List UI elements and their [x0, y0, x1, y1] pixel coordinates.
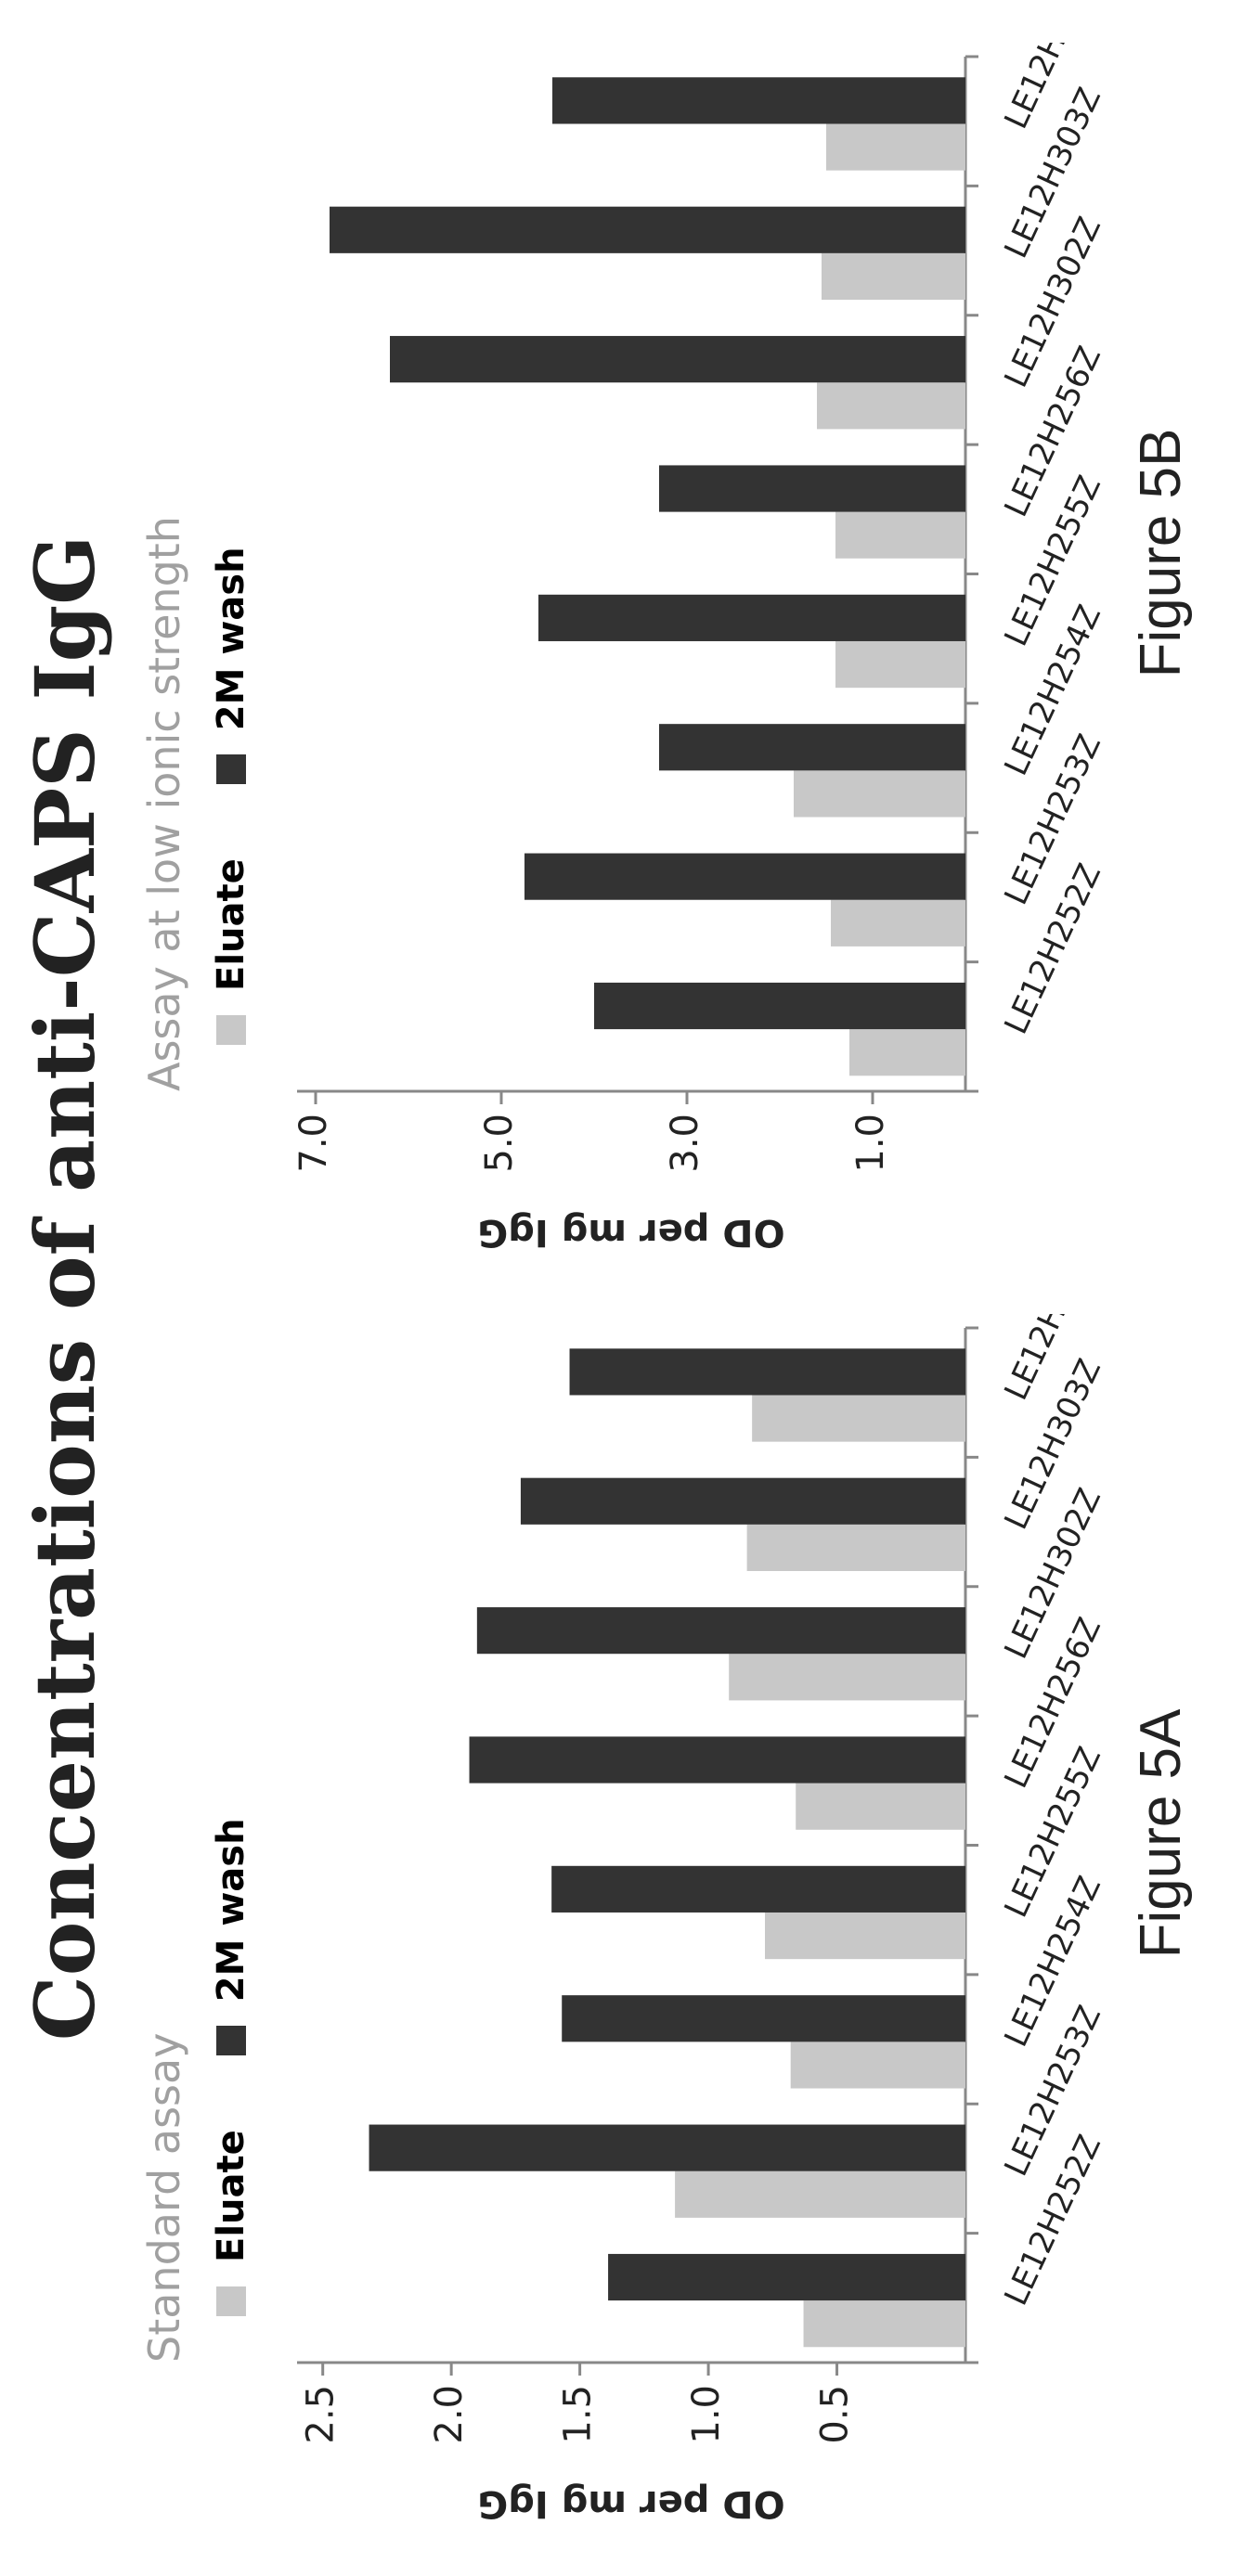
bar-wash: [538, 594, 965, 641]
figure-caption-5b: Figure 5B: [1129, 428, 1193, 678]
bar-eluate: [826, 123, 965, 171]
y-axis-label: OD per mg IgG: [477, 2482, 784, 2525]
chart-panel-5a: OD per mg IgG 2.5 2.0 1.5 1.0 0.5 LE12H252Z LE1…: [139, 1314, 1105, 2539]
bar-wash: [562, 1995, 965, 2042]
bar-wash: [594, 982, 965, 1030]
y-tick-label: 2.0: [428, 2385, 471, 2444]
legend-swatch-eluate: [216, 2286, 246, 2316]
chart-legend: Eluate 2M wash: [210, 1744, 252, 2316]
figure-caption-5a: Figure 5A: [1129, 1708, 1193, 1959]
page-title: Concentrations of anti-CAPS IgG: [17, 535, 113, 2041]
bar-eluate: [822, 252, 965, 301]
bar-eluate: [675, 2170, 965, 2218]
chart-panel-5b: OD per mg IgG 7.0 5.0 3.0 1.0 LE12H252Z LE12H2…: [139, 43, 1105, 1268]
legend-swatch-wash: [216, 754, 246, 785]
y-tick-label: 7.0: [292, 1114, 335, 1173]
bar-eluate: [752, 1395, 966, 1442]
legend-label-wash: 2M wash: [210, 1818, 252, 2003]
bar-wash: [520, 1477, 965, 1525]
chart-subtitle: Standard assay: [139, 2032, 189, 2363]
legend-label-wash: 2M wash: [210, 547, 252, 731]
y-tick-label: 1.0: [849, 1114, 892, 1173]
bar-wash: [608, 2253, 965, 2301]
legend-item-wash: 2M wash: [210, 547, 252, 785]
legend-swatch-wash: [216, 2026, 246, 2056]
bar-eluate: [746, 1524, 965, 1572]
legend-swatch-eluate: [216, 1015, 246, 1045]
y-tick-label: 3.0: [664, 1114, 706, 1173]
bar-wash: [469, 1736, 965, 1784]
legend-item-eluate: Eluate: [210, 858, 252, 1045]
legend-item-eluate: Eluate: [210, 2130, 252, 2316]
bar-wash: [524, 853, 965, 900]
bar-wash: [569, 1348, 965, 1396]
bar-eluate: [835, 511, 965, 559]
bar-wash: [659, 465, 965, 512]
y-tick-label: 1.5: [557, 2385, 600, 2444]
y-axis-label: OD per mg IgG: [477, 1211, 784, 1254]
y-tick-label: 5.0: [478, 1114, 521, 1173]
legend-item-wash: 2M wash: [210, 1818, 252, 2056]
bar-eluate: [817, 382, 965, 430]
bar-eluate: [803, 2300, 965, 2348]
bar-eluate: [729, 1654, 965, 1701]
bar-wash: [551, 1865, 965, 1913]
y-tick-label: 2.5: [300, 2385, 343, 2444]
bar-wash: [330, 206, 965, 253]
chart-subtitle: Assay at low ionic strength: [139, 516, 189, 1091]
legend-label-eluate: Eluate: [210, 2130, 252, 2262]
bar-eluate: [835, 640, 965, 689]
bar-eluate: [765, 1912, 965, 1960]
bar-wash: [476, 1607, 966, 1655]
bar-eluate: [790, 2041, 966, 2089]
y-tick-label: 1.0: [685, 2385, 728, 2444]
bar-eluate: [794, 770, 965, 818]
bar-wash: [552, 77, 965, 124]
legend-label-eluate: Eluate: [210, 858, 252, 991]
bar-wash: [369, 2124, 966, 2171]
bar-eluate: [831, 899, 965, 947]
y-tick-label: 0.5: [814, 2385, 857, 2444]
bar-wash: [659, 724, 965, 771]
bar-eluate: [849, 1029, 965, 1076]
chart-legend: Eluate 2M wash: [210, 472, 252, 1045]
bar-eluate: [796, 1783, 965, 1830]
bar-wash: [390, 336, 965, 383]
